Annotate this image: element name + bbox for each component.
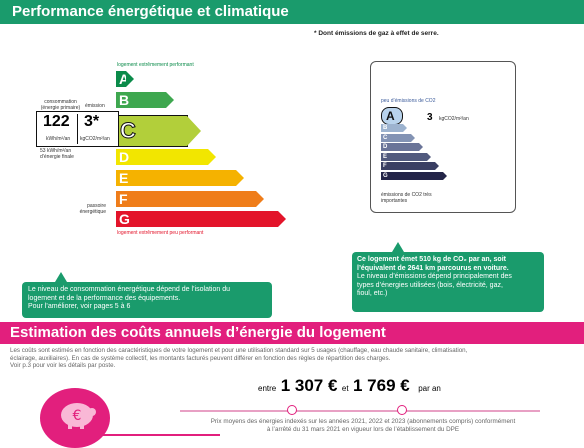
scale-top-label: logement extrêmement performant xyxy=(117,62,194,68)
ges-class-f: F xyxy=(381,162,439,170)
cost-min: 1 307 € xyxy=(280,376,338,395)
ges-value: 3 xyxy=(427,112,433,123)
piggy-bank-icon: € xyxy=(40,388,110,448)
energy-class-f: F xyxy=(116,191,264,207)
ges-class-d: D xyxy=(381,143,423,151)
ges-class-letter: C xyxy=(383,134,388,141)
ges-class-letter: F xyxy=(383,163,387,169)
bubble-line: l’équivalent de 2641 km parcourus en voi… xyxy=(357,264,509,272)
section-header-performance: Performance énergétique et climatique xyxy=(0,0,584,24)
energy-class-g: G xyxy=(116,211,286,227)
timeline-dot xyxy=(287,405,297,415)
cost-and: et xyxy=(341,384,349,393)
energy-class-letter: D xyxy=(119,149,130,165)
energy-class-c: C xyxy=(116,115,201,147)
bubble-line: Ce logement émet 510 kg de CO₂ par an, s… xyxy=(357,256,506,263)
timeline-dot xyxy=(397,405,407,415)
footnote: * Dont émissions de gaz à effet de serre… xyxy=(314,30,439,37)
consumption-info-bubble: Le niveau de consommation énergétique dé… xyxy=(22,282,272,318)
energy-class-letter: C xyxy=(120,118,137,144)
energy-class-a: A xyxy=(116,71,134,87)
ges-class-letter: B xyxy=(383,125,388,131)
emission-unit: kgCO2/m²/an xyxy=(80,136,110,142)
energy-class-e: E xyxy=(116,170,244,186)
energy-class-letter: B xyxy=(119,92,130,108)
final-energy: 53 kWh/m²/an d’énergie finale xyxy=(40,148,74,160)
bubble-pointer xyxy=(55,272,67,282)
price-note-line: Prix moyens des énergies indexés sur les… xyxy=(210,418,516,425)
cost-max: 1 769 € xyxy=(353,376,410,395)
ges-class-letter: D xyxy=(383,144,388,150)
bubble-line: types d’énergies utilisées (bois, électr… xyxy=(357,281,503,289)
consumption-unit: kWh/m²/an xyxy=(46,136,71,142)
energy-class-d: D xyxy=(116,149,216,165)
box-divider xyxy=(77,114,78,144)
bubble-line: Le niveau de consommation énergétique dé… xyxy=(28,286,230,293)
energy-class-letter: A xyxy=(119,71,130,87)
ges-title: peu d’émissions de CO2 xyxy=(381,98,436,104)
ges-class-a: A xyxy=(381,107,403,125)
ges-class-letter: A xyxy=(386,109,395,123)
svg-text:€: € xyxy=(73,408,82,424)
cost-description: Les coûts sont estimés en fonction des c… xyxy=(10,347,580,370)
energy-class-letter: G xyxy=(119,211,130,227)
emission-info-bubble: Ce logement émet 510 kg de CO₂ par an, s… xyxy=(352,252,544,312)
ges-class-e: E xyxy=(381,152,431,161)
consumption-header: consommation (énergie primaire) xyxy=(40,99,81,111)
section-title: Estimation des coûts annuels d’énergie d… xyxy=(10,324,386,341)
bubble-line: logement et de la performance des équipe… xyxy=(28,294,181,302)
passoire-label: passoire énergétique xyxy=(79,203,106,215)
energy-class-letter: E xyxy=(119,170,129,186)
ges-unit: kgCO2/m²/an xyxy=(439,116,469,122)
desc-line: Voir p.3 pour voir les détails par poste… xyxy=(10,362,116,369)
cost-range: entre 1 307 € et 1 769 € par an xyxy=(258,376,441,396)
desc-line: Les coûts sont estimés en fonction des c… xyxy=(10,347,468,354)
ges-class-letter: G xyxy=(383,172,388,179)
cost-between: entre xyxy=(258,384,277,393)
desc-line: éclairage, auxiliaires). En cas de systè… xyxy=(10,354,391,362)
ges-class-letter: E xyxy=(383,153,388,160)
energy-class-b: B xyxy=(116,92,174,108)
section-title: Performance énergétique et climatique xyxy=(12,3,289,20)
consumption-value: 122 xyxy=(43,113,70,130)
scale-bottom-label: logement extrêmement peu performant xyxy=(117,230,204,236)
emission-header: émission xyxy=(85,103,105,109)
bubble-pointer xyxy=(392,242,404,252)
price-note-line: à l’arrêté du 31 mars 2021 en vigueur lo… xyxy=(266,426,460,433)
timeline-line xyxy=(180,410,540,412)
bubble-line: Pour l’améliorer, voir pages 5 à 6 xyxy=(28,303,131,310)
ges-class-c: C xyxy=(381,133,415,142)
bubble-line: fioul, etc.) xyxy=(357,290,388,297)
decor-line xyxy=(100,434,220,436)
value-box: 122 3* kWh/m²/an kgCO2/m²/an xyxy=(36,111,119,147)
ges-panel: peu d’émissions de CO2 3 kgCO2/m²/an émi… xyxy=(370,61,516,213)
section-header-costs: Estimation des coûts annuels d’énergie d… xyxy=(0,322,584,344)
energy-class-letter: F xyxy=(119,191,128,207)
price-note: Prix moyens des énergies indexés sur les… xyxy=(178,418,548,434)
bubble-line: Le niveau d’émissions dépend principalem… xyxy=(357,273,512,280)
ges-bottom-label: émissions de CO2 très importantes xyxy=(381,192,432,204)
emission-value: 3* xyxy=(84,113,100,130)
ges-class-b: B xyxy=(381,124,407,132)
cost-per: par an xyxy=(418,384,441,393)
ges-class-g: G xyxy=(381,171,447,180)
